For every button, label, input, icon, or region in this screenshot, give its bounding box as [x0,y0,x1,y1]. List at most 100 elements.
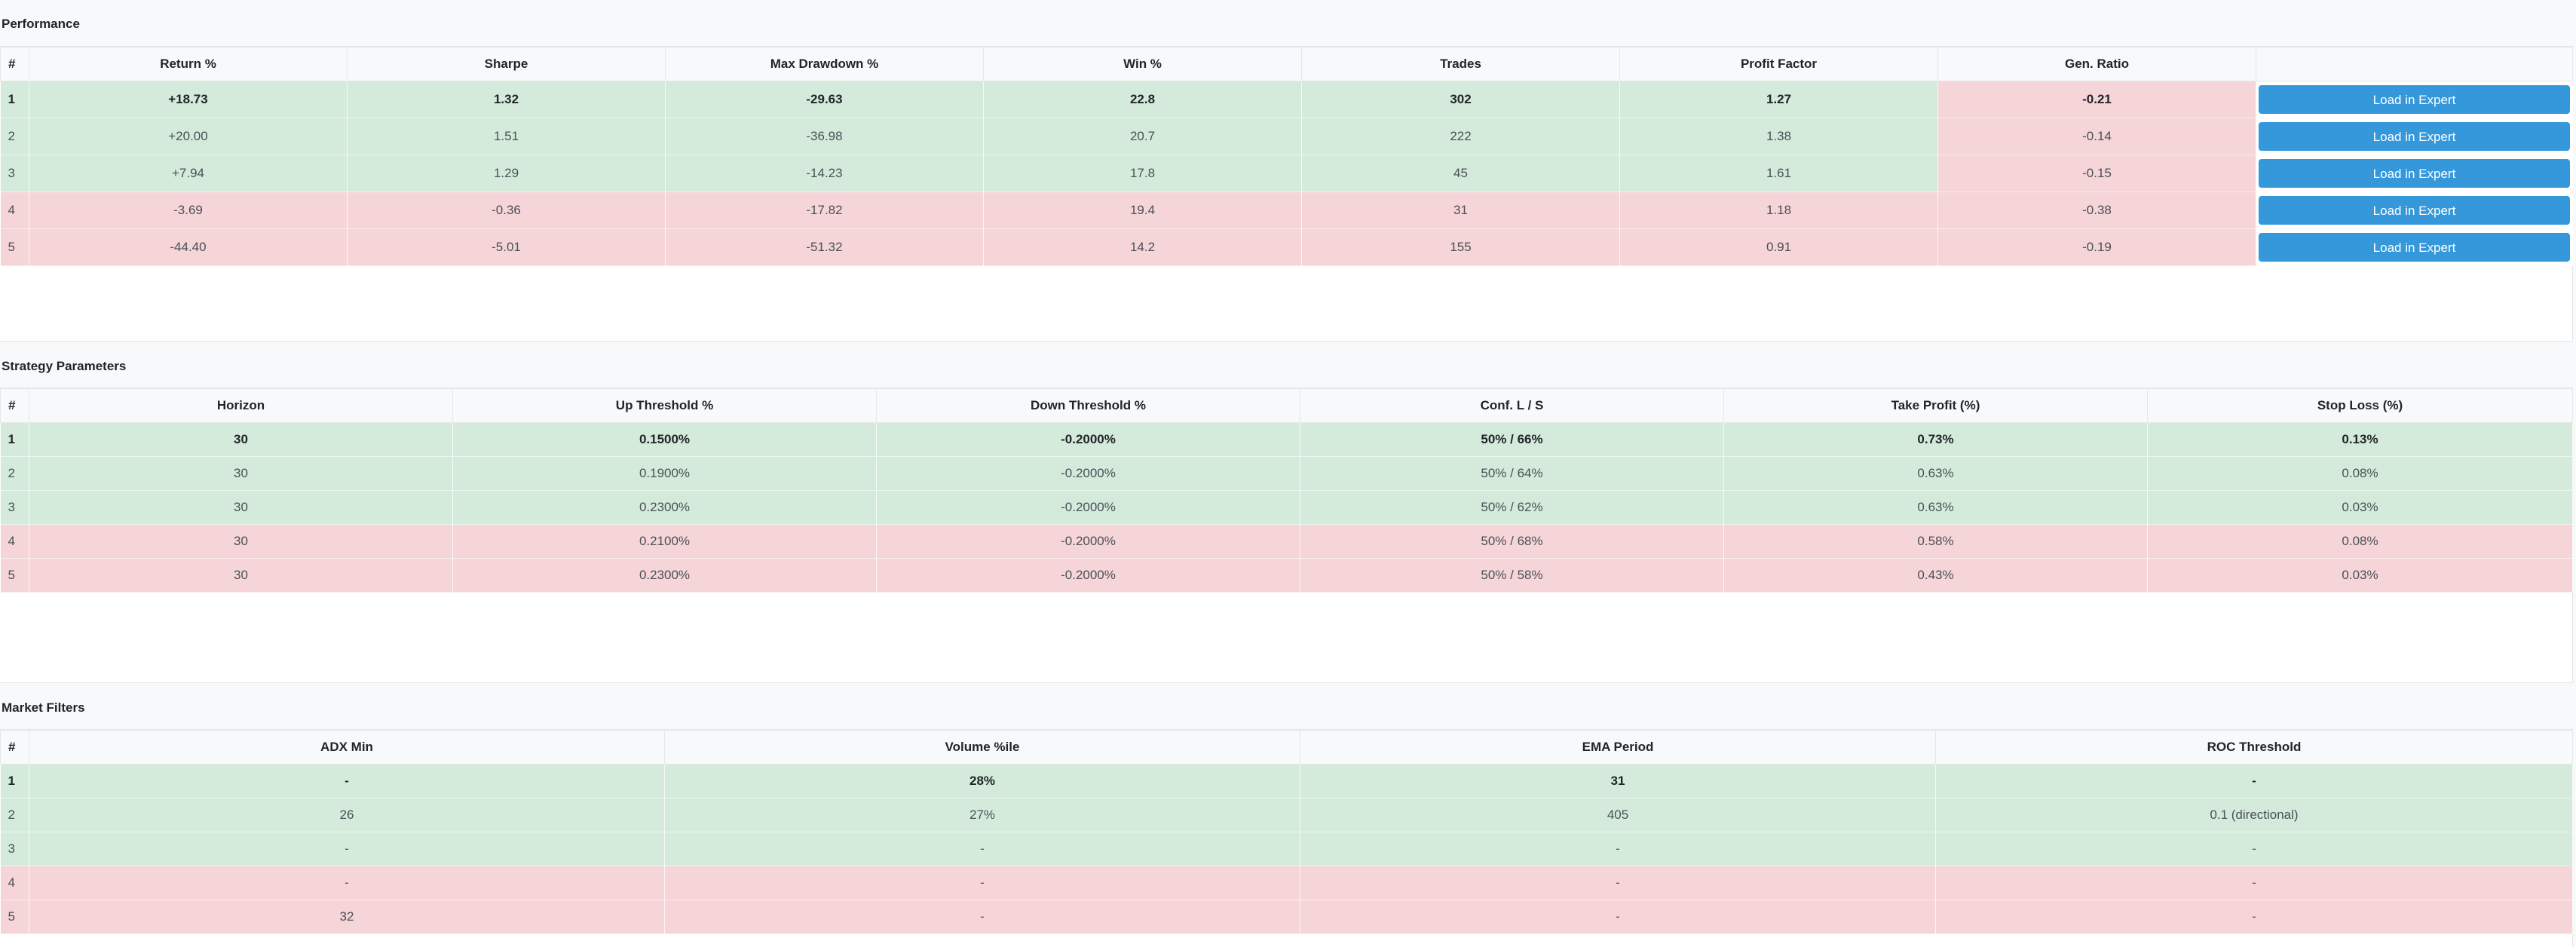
performance-table: # Return % Sharpe Max Drawdown % Win % T… [0,47,2573,266]
roc-threshold-cell: - [1935,764,2573,798]
action-cell: Load in Expert [2256,81,2573,118]
adx-min-cell: - [29,832,665,866]
col-header-confidence[interactable]: Conf. L / S [1300,388,1724,423]
load-in-expert-button[interactable]: Load in Expert [2259,196,2570,225]
row-index: 1 [0,764,29,798]
roc-threshold-cell: 0.1 (directional) [1935,798,2573,832]
row-index: 5 [0,228,29,266]
max-drawdown-cell: -51.32 [665,228,984,266]
profit-factor-cell: 0.91 [1619,228,1938,266]
gen-ratio-cell: -0.15 [1937,155,2256,192]
profit-factor-cell: 1.18 [1619,192,1938,229]
row-index: 3 [0,832,29,866]
action-cell: Load in Expert [2256,192,2573,229]
confidence-cell: 50% / 66% [1300,422,1724,457]
row-index: 2 [0,118,29,155]
profit-factor-cell: 1.61 [1619,155,1938,192]
take-profit-cell: 0.58% [1723,524,2148,559]
col-header-up-threshold[interactable]: Up Threshold % [452,388,877,423]
adx-min-cell: - [29,764,665,798]
return-cell: +18.73 [29,81,348,118]
row-index: 1 [0,81,29,118]
ema-period-cell: - [1300,866,1936,900]
adx-min-cell: 32 [29,899,665,934]
win-cell: 22.8 [983,81,1302,118]
load-in-expert-button[interactable]: Load in Expert [2259,159,2570,188]
stop-loss-cell: 0.08% [2147,524,2573,559]
performance-header-row: # Return % Sharpe Max Drawdown % Win % T… [0,47,2573,81]
table-row: 3 30 0.2300% -0.2000% 50% / 62% 0.63% 0.… [0,490,2573,525]
horizon-cell: 30 [29,456,453,491]
max-drawdown-cell: -17.82 [665,192,984,229]
profit-factor-cell: 1.38 [1619,118,1938,155]
col-header-index: # [0,47,29,81]
stop-loss-cell: 0.08% [2147,456,2573,491]
col-header-max-drawdown[interactable]: Max Drawdown % [665,47,984,81]
win-cell: 19.4 [983,192,1302,229]
col-header-profit-factor[interactable]: Profit Factor [1619,47,1938,81]
ema-period-cell: 31 [1300,764,1936,798]
table-row: 5 32 - - - [0,899,2573,934]
strategy-header-row: # Horizon Up Threshold % Down Threshold … [0,388,2573,423]
strategy-parameters-table: # Horizon Up Threshold % Down Threshold … [0,388,2573,593]
win-cell: 17.8 [983,155,1302,192]
market-filters-title: Market Filters [2,700,85,715]
table-row: 1 +18.73 1.32 -29.63 22.8 302 1.27 -0.21… [0,81,2573,118]
gen-ratio-cell: -0.21 [1937,81,2256,118]
volume-percentile-cell: 28% [664,764,1300,798]
trades-cell: 302 [1301,81,1620,118]
col-header-horizon[interactable]: Horizon [29,388,453,423]
roc-threshold-cell: - [1935,866,2573,900]
roc-threshold-cell: - [1935,899,2573,934]
market-filters-panel: # ADX Min Volume %ile EMA Period ROC Thr… [0,729,2573,947]
col-header-trades[interactable]: Trades [1301,47,1620,81]
table-row: 1 30 0.1500% -0.2000% 50% / 66% 0.73% 0.… [0,422,2573,457]
confidence-cell: 50% / 64% [1300,456,1724,491]
table-row: 3 +7.94 1.29 -14.23 17.8 45 1.61 -0.15 L… [0,155,2573,192]
load-in-expert-button[interactable]: Load in Expert [2259,85,2570,114]
load-in-expert-button[interactable]: Load in Expert [2259,233,2570,262]
col-header-down-threshold[interactable]: Down Threshold % [876,388,1300,423]
col-header-take-profit[interactable]: Take Profit (%) [1723,388,2148,423]
col-header-index: # [0,388,29,423]
load-in-expert-button[interactable]: Load in Expert [2259,122,2570,151]
performance-panel: # Return % Sharpe Max Drawdown % Win % T… [0,46,2573,342]
horizon-cell: 30 [29,422,453,457]
table-row: 4 - - - - [0,866,2573,900]
trades-cell: 222 [1301,118,1620,155]
col-header-adx-min[interactable]: ADX Min [29,730,665,765]
row-index: 4 [0,866,29,900]
row-index: 1 [0,422,29,457]
col-header-roc-threshold[interactable]: ROC Threshold [1935,730,2573,765]
gen-ratio-cell: -0.19 [1937,228,2256,266]
horizon-cell: 30 [29,524,453,559]
table-row: 2 30 0.1900% -0.2000% 50% / 64% 0.63% 0.… [0,456,2573,491]
roc-threshold-cell: - [1935,832,2573,866]
action-cell: Load in Expert [2256,155,2573,192]
col-header-return[interactable]: Return % [29,47,348,81]
table-row: 1 - 28% 31 - [0,764,2573,798]
take-profit-cell: 0.73% [1723,422,2148,457]
col-header-win[interactable]: Win % [983,47,1302,81]
col-header-ema-period[interactable]: EMA Period [1300,730,1936,765]
col-header-sharpe[interactable]: Sharpe [347,47,666,81]
sharpe-cell: 1.29 [347,155,666,192]
up-threshold-cell: 0.1500% [452,422,877,457]
trades-cell: 45 [1301,155,1620,192]
adx-min-cell: 26 [29,798,665,832]
down-threshold-cell: -0.2000% [876,558,1300,593]
col-header-stop-loss[interactable]: Stop Loss (%) [2147,388,2573,423]
table-row: 2 26 27% 405 0.1 (directional) [0,798,2573,832]
gen-ratio-cell: -0.38 [1937,192,2256,229]
take-profit-cell: 0.43% [1723,558,2148,593]
return-cell: -44.40 [29,228,348,266]
row-index: 3 [0,155,29,192]
max-drawdown-cell: -29.63 [665,81,984,118]
up-threshold-cell: 0.2100% [452,524,877,559]
col-header-volume-percentile[interactable]: Volume %ile [664,730,1300,765]
strategy-parameters-title: Strategy Parameters [2,359,127,373]
performance-title: Performance [2,17,80,31]
down-threshold-cell: -0.2000% [876,456,1300,491]
ema-period-cell: - [1300,899,1936,934]
col-header-gen-ratio[interactable]: Gen. Ratio [1937,47,2256,81]
